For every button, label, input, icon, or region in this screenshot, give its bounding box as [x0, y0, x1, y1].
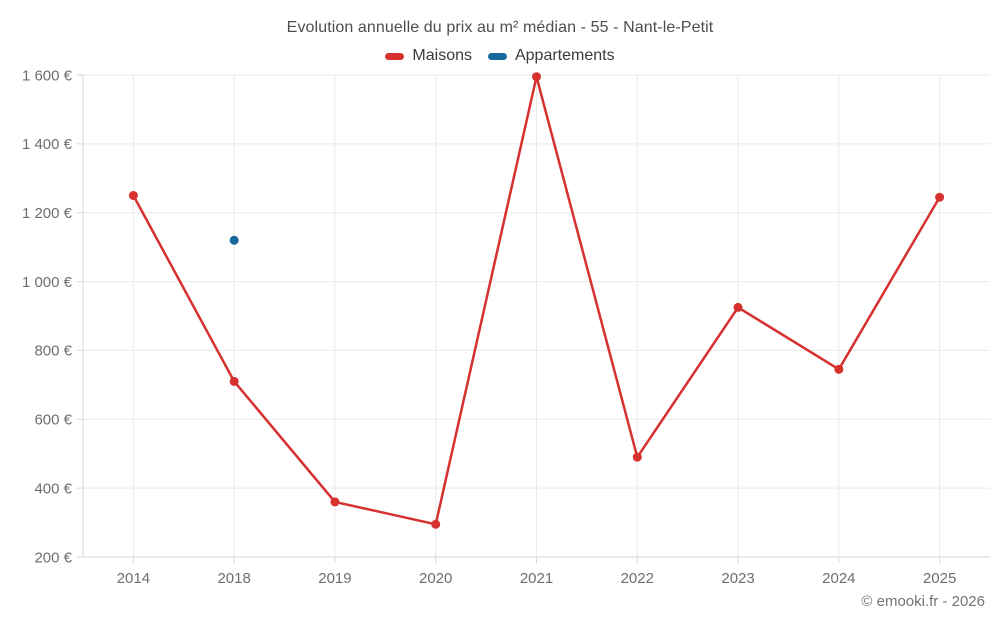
maisons-point-2021 — [532, 72, 541, 82]
y-tick-label: 1 200 € — [22, 205, 73, 222]
maisons-legend-marker-icon — [385, 52, 405, 60]
x-tick-label: 2020 — [419, 570, 452, 587]
maisons-point-2020 — [431, 519, 441, 529]
chart-title: Evolution annuelle du prix au m² médian … — [286, 19, 714, 36]
y-tick-label: 600 € — [34, 412, 72, 429]
maisons-point-2022 — [632, 452, 642, 462]
y-tick-label: 400 € — [34, 480, 72, 497]
legend-item-maisons[interactable]: Maisons — [385, 47, 472, 65]
appartements-legend-marker-icon — [487, 52, 507, 60]
maisons-point-2018 — [229, 376, 239, 386]
x-tick-label: 2024 — [822, 570, 855, 587]
y-tick-label: 800 € — [34, 343, 72, 360]
maisons-point-2019 — [330, 497, 340, 507]
maisons-point-2024 — [834, 364, 844, 374]
y-tick-label: 1 000 € — [22, 274, 73, 291]
copyright-text: © emooki.fr - 2026 — [861, 593, 985, 610]
x-tick-label: 2025 — [923, 570, 956, 587]
y-tick-label: 200 € — [34, 549, 72, 566]
x-tick-label: 2021 — [520, 570, 553, 587]
x-tick-label: 2014 — [117, 570, 150, 587]
x-tick-label: 2022 — [621, 570, 654, 587]
maisons-point-2014 — [128, 191, 138, 200]
legend-item-appartements[interactable]: Appartements — [487, 47, 615, 65]
maisons-point-2023 — [733, 302, 743, 312]
chart-legend: Maisons Appartements — [0, 47, 1000, 65]
x-tick-label: 2018 — [217, 570, 250, 587]
legend-label-appartements: Appartements — [514, 47, 615, 64]
y-tick-label: 1 400 € — [22, 136, 73, 153]
legend-label-maisons: Maisons — [412, 47, 472, 64]
y-tick-label: 1 600 € — [22, 67, 73, 84]
x-tick-label: 2019 — [318, 570, 351, 587]
x-tick-label: 2023 — [721, 570, 754, 587]
appartements-point-2018 — [229, 235, 239, 245]
maisons-point-2025 — [935, 192, 945, 202]
